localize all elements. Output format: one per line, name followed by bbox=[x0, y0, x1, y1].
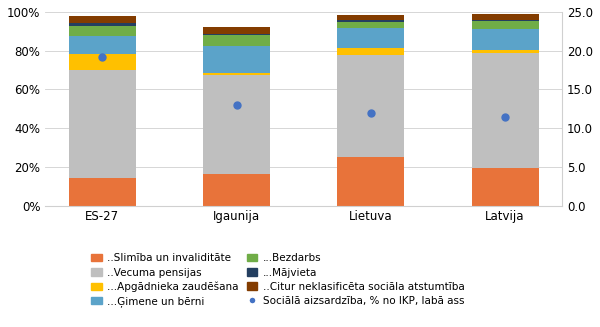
Bar bbox=[337, 20, 404, 22]
Bar bbox=[472, 53, 539, 168]
Bar bbox=[68, 16, 136, 23]
Bar bbox=[337, 55, 404, 157]
Bar bbox=[472, 50, 539, 53]
Legend: ..Slimība un invaliditāte, ..Vecuma pensijas, ...Apgādnieka zaudēšana, ...Ģimene: ..Slimība un invaliditāte, ..Vecuma pens… bbox=[91, 253, 464, 307]
Bar bbox=[203, 35, 270, 46]
Bar bbox=[472, 168, 539, 206]
Bar bbox=[68, 23, 136, 26]
Bar bbox=[68, 54, 136, 70]
Bar bbox=[472, 20, 539, 21]
Bar bbox=[203, 46, 270, 73]
Bar bbox=[337, 28, 404, 48]
Bar bbox=[472, 21, 539, 29]
Bar bbox=[472, 14, 539, 20]
Bar bbox=[68, 26, 136, 36]
Bar bbox=[68, 36, 136, 54]
Bar bbox=[203, 34, 270, 35]
Bar bbox=[203, 75, 270, 174]
Bar bbox=[337, 15, 404, 20]
Bar bbox=[337, 22, 404, 28]
Bar bbox=[337, 48, 404, 55]
Bar bbox=[337, 157, 404, 206]
Bar bbox=[203, 73, 270, 75]
Bar bbox=[203, 174, 270, 206]
Bar bbox=[472, 29, 539, 50]
Bar bbox=[203, 27, 270, 34]
Bar bbox=[68, 178, 136, 206]
Bar bbox=[68, 70, 136, 178]
